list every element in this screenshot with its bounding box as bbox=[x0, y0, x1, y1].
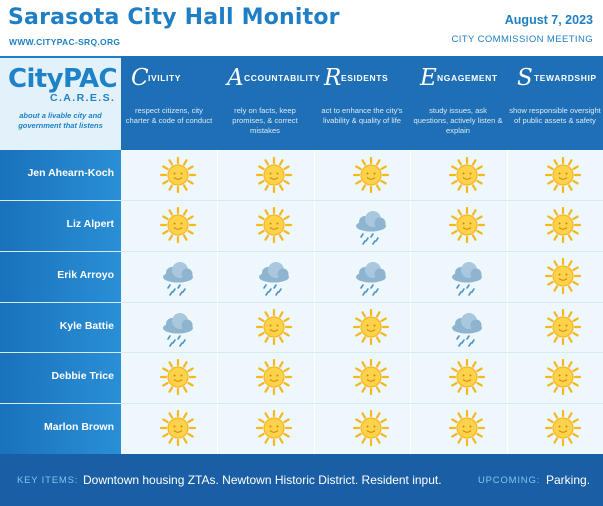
row-divider bbox=[0, 251, 603, 252]
value-letter: C bbox=[131, 65, 149, 91]
sun-icon bbox=[254, 155, 294, 195]
value-name: IVILITY bbox=[148, 73, 182, 83]
sun-icon bbox=[447, 357, 487, 397]
key-items-text: Downtown housing ZTAs. Newtown Historic … bbox=[83, 473, 442, 487]
upcoming-text: Parking. bbox=[546, 473, 591, 487]
sun-icon bbox=[254, 205, 294, 245]
value-description: study issues, ask questions, actively li… bbox=[413, 106, 503, 135]
value-description: show responsible oversight of public ass… bbox=[509, 106, 601, 125]
sun-icon bbox=[543, 155, 583, 195]
meeting-date: August 7, 2023 bbox=[504, 13, 593, 27]
values-header: C IVILITY respect citizens, city charter … bbox=[121, 56, 603, 150]
commissioner-name: Erik Arroyo bbox=[57, 269, 114, 281]
sun-icon bbox=[447, 205, 487, 245]
sun-icon bbox=[158, 408, 198, 448]
value-name: NGAGEMENT bbox=[437, 73, 498, 83]
row-divider bbox=[0, 403, 603, 404]
commissioner-name: Jen Ahearn-Koch bbox=[27, 167, 114, 179]
key-items-label: KEY ITEMS: bbox=[17, 475, 79, 486]
rain-cloud-icon bbox=[447, 256, 487, 296]
rain-cloud-icon bbox=[254, 256, 294, 296]
sun-icon bbox=[543, 205, 583, 245]
website-link[interactable]: WWW.CITYPAC-SRQ.ORG bbox=[9, 37, 121, 47]
citypac-logo: CityPAC C.A.R.E.S. about a livable city … bbox=[0, 56, 121, 150]
rain-cloud-icon bbox=[447, 307, 487, 347]
rain-cloud-icon bbox=[351, 256, 391, 296]
value-description: act to enhance the city's livability & q… bbox=[321, 106, 403, 125]
meeting-type: CITY COMMISSION MEETING bbox=[451, 34, 593, 45]
value-name: CCOUNTABILITY bbox=[244, 73, 321, 83]
sun-icon bbox=[254, 408, 294, 448]
value-description: rely on facts, keep promises, & correct … bbox=[232, 106, 298, 135]
sun-icon bbox=[158, 205, 198, 245]
value-letter: R bbox=[324, 65, 342, 91]
value-column-residents: R ESIDENTS act to enhance the city's liva… bbox=[314, 56, 410, 150]
commissioner-name: Marlon Brown bbox=[44, 421, 114, 433]
sun-icon bbox=[351, 408, 391, 448]
logo-tagline: about a livable city and government that… bbox=[18, 111, 103, 130]
logo-cares: C.A.R.E.S. bbox=[50, 92, 116, 104]
sun-icon bbox=[351, 357, 391, 397]
value-name: TEWARDSHIP bbox=[534, 73, 597, 83]
rain-cloud-icon bbox=[351, 205, 391, 245]
value-letter: S bbox=[517, 65, 533, 91]
sun-icon bbox=[158, 155, 198, 195]
sun-icon bbox=[543, 256, 583, 296]
upcoming-label: UPCOMING: bbox=[478, 475, 541, 486]
sun-icon bbox=[254, 357, 294, 397]
value-name: ESIDENTS bbox=[341, 73, 389, 83]
sun-icon bbox=[543, 357, 583, 397]
value-column-engagement: E NGAGEMENT study issues, ask questions, … bbox=[410, 56, 506, 150]
value-column-accountability: A CCOUNTABILITY rely on facts, keep promi… bbox=[217, 56, 320, 150]
page-title: Sarasota City Hall Monitor bbox=[8, 5, 340, 30]
value-letter: A bbox=[227, 65, 244, 91]
rain-cloud-icon bbox=[158, 307, 198, 347]
value-column-civility: C IVILITY respect citizens, city charter … bbox=[121, 56, 217, 150]
sun-icon bbox=[447, 155, 487, 195]
commissioner-name: Debbie Trice bbox=[51, 370, 114, 382]
value-column-stewardship: S TEWARDSHIP show responsible oversight o… bbox=[507, 56, 603, 150]
commissioner-name: Liz Alpert bbox=[66, 218, 114, 230]
sun-icon bbox=[447, 408, 487, 448]
row-divider bbox=[0, 200, 603, 201]
sun-icon bbox=[351, 155, 391, 195]
footer-bar: KEY ITEMS: Downtown housing ZTAs. Newtow… bbox=[0, 454, 603, 506]
sun-icon bbox=[543, 307, 583, 347]
sun-icon bbox=[158, 357, 198, 397]
row-divider bbox=[0, 352, 603, 353]
commissioner-name: Kyle Battie bbox=[59, 320, 114, 332]
header: Sarasota City Hall Monitor WWW.CITYPAC-S… bbox=[0, 0, 603, 56]
value-letter: E bbox=[420, 65, 437, 91]
sun-icon bbox=[351, 307, 391, 347]
sun-icon bbox=[543, 408, 583, 448]
sun-icon bbox=[254, 307, 294, 347]
value-description: respect citizens, city charter & code of… bbox=[125, 106, 213, 125]
logo-name: CityPAC bbox=[8, 64, 118, 94]
rain-cloud-icon bbox=[158, 256, 198, 296]
row-divider bbox=[0, 302, 603, 303]
